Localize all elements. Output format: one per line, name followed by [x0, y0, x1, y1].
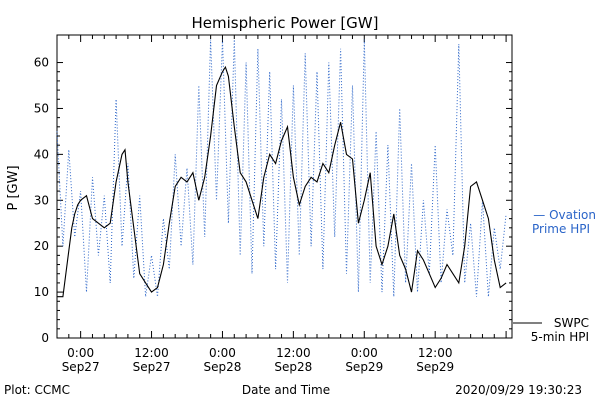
x-tick-time-label: 12:00: [418, 346, 453, 360]
x-tick-date-label: Sep28: [204, 360, 242, 374]
y-tick-label: 30: [34, 193, 49, 207]
series-layer: [56, 39, 507, 298]
y-tick-label: 60: [34, 56, 49, 70]
y-tick-label: 10: [34, 285, 49, 299]
x-tick-time-label: 0:00: [351, 346, 378, 360]
x-tick-time-label: 12:00: [134, 346, 169, 360]
y-axis-ticks: 0 10 20 30 40 50 60: [34, 56, 512, 345]
x-tick-date-label: Sep27: [133, 360, 171, 374]
y-tick-label: 20: [34, 239, 49, 253]
x-axis-label: Date and Time: [242, 383, 330, 397]
x-axis-ticks: 0:00Sep2712:00Sep270:00Sep2812:00Sep280:…: [56, 35, 507, 374]
y-tick-label: 40: [34, 147, 49, 161]
x-tick-date-label: Sep27: [62, 360, 100, 374]
y-tick-label: 50: [34, 101, 49, 115]
x-tick-time-label: 0:00: [209, 346, 236, 360]
legend-ovation-line1: — Ovation: [533, 208, 596, 222]
footer-timestamp: 2020/09/29 19:30:23: [455, 383, 582, 397]
x-tick-date-label: Sep29: [416, 360, 454, 374]
x-tick-date-label: Sep29: [345, 360, 383, 374]
plot-frame: [56, 34, 513, 339]
y-tick-label: 0: [41, 331, 49, 345]
x-tick-date-label: Sep28: [274, 360, 312, 374]
x-tick-time-label: 12:00: [276, 346, 311, 360]
x-tick-time-label: 0:00: [67, 346, 94, 360]
series-swpc-line: [57, 65, 507, 298]
series-ovation-line: [56, 39, 507, 297]
y-axis-label: P [GW]: [6, 165, 21, 210]
legend-swpc-line2: 5-min HPI: [531, 330, 589, 344]
legend-swpc-line1: SWPC: [554, 316, 589, 330]
legend-ovation-line2: Prime HPI: [532, 222, 590, 236]
chart-title: Hemispheric Power [GW]: [192, 14, 379, 32]
footer-plot-credit: Plot: CCMC: [4, 383, 70, 397]
